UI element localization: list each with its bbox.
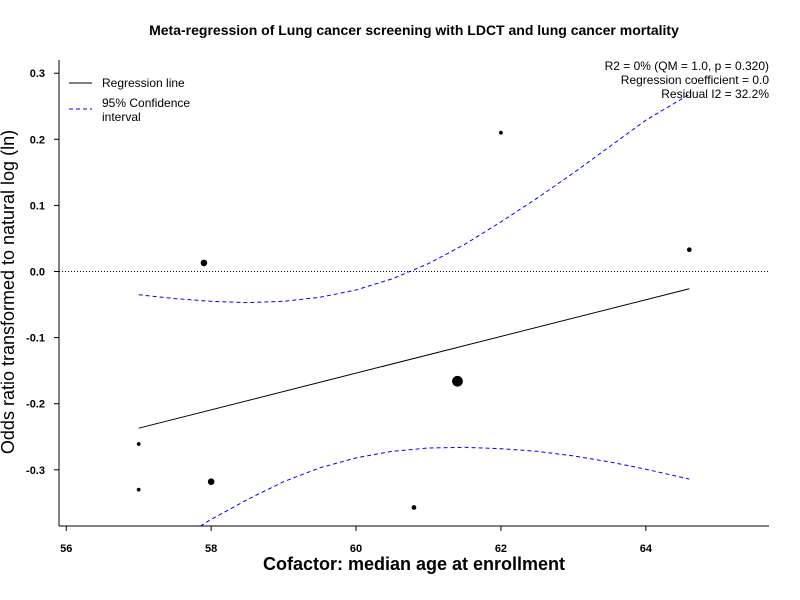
study-point [686, 247, 692, 253]
ci-upper-curve [138, 93, 690, 304]
regression-line-group [138, 288, 690, 429]
x-tick-label: 58 [205, 543, 217, 555]
study-point [499, 130, 503, 135]
data-points-group [136, 130, 692, 510]
ci-lower-curve [200, 446, 690, 527]
legend: Regression line 95% Confidence interval [69, 76, 190, 124]
y-tick-label: 0.0 [30, 267, 45, 279]
legend-label-ci: 95% Confidence interval [102, 96, 190, 124]
confidence-interval-group [138, 93, 690, 527]
study-point [207, 478, 215, 486]
stat-annotation: Regression coefficient = 0.0 [621, 73, 770, 87]
study-point [200, 259, 208, 267]
y-tick-label: 0.3 [30, 68, 45, 80]
y-tick-label: 0.1 [30, 200, 45, 212]
x-tick-label: 62 [495, 543, 507, 555]
y-tick-label: 0.2 [30, 134, 45, 146]
x-tick-label: 60 [350, 543, 362, 555]
y-tick-label: -0.1 [26, 333, 45, 345]
x-tick-label: 64 [640, 543, 653, 555]
x-axis-label: Cofactor: median age at enrollment [263, 554, 565, 574]
study-point [452, 375, 463, 387]
chart-title: Meta-regression of Lung cancer screening… [149, 22, 679, 38]
y-tick-label: -0.2 [26, 399, 45, 411]
y-tick-label: -0.3 [26, 465, 45, 477]
stats-annotations: R2 = 0% (QM = 1.0, p = 0.320)Regression … [605, 59, 770, 101]
stat-annotation: Residual I2 = 32.2% [661, 87, 769, 101]
study-point [136, 442, 141, 446]
y-axis-label: Odds ratio transformed to natural log (l… [0, 130, 18, 454]
study-point [411, 505, 417, 510]
regression-line [138, 288, 690, 429]
stat-annotation: R2 = 0% (QM = 1.0, p = 0.320) [605, 59, 769, 73]
plot-axes: 56 58 60 62 64 -0.3 -0.2 -0.1 0.0 0.1 0.2 0.3 [26, 60, 769, 555]
x-tick-label: 56 [60, 543, 72, 555]
study-point [136, 487, 141, 492]
legend-label-regression: Regression line [102, 76, 185, 90]
